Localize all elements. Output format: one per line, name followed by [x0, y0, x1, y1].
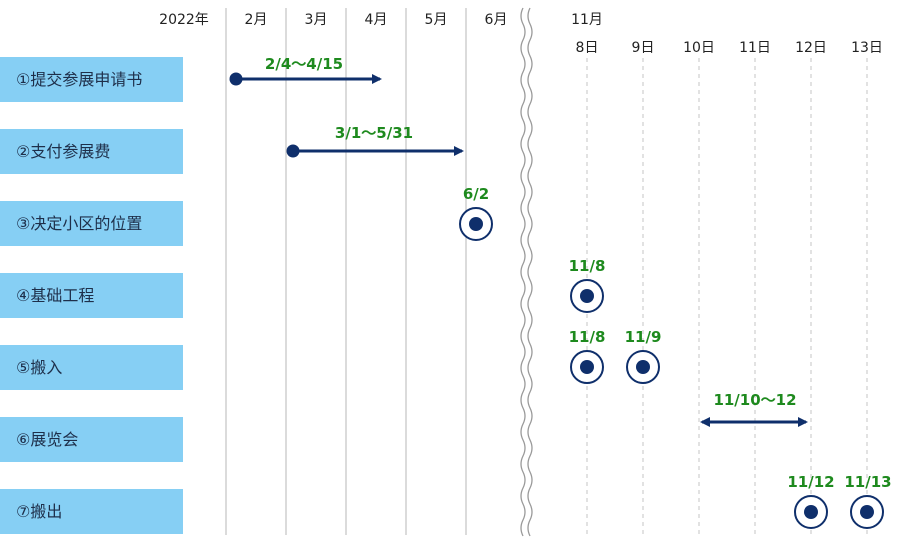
range-start-dot: [229, 72, 243, 86]
task-row-bar: [0, 417, 183, 462]
range-label: 2/4〜4/15: [265, 55, 343, 73]
task-label-move-in: ⑤搬入: [16, 358, 62, 377]
month-label: 3月: [305, 12, 328, 28]
day-grid: [586, 58, 868, 535]
task-row-bar: [0, 345, 183, 390]
month-label: 6月: [485, 12, 508, 28]
milestone-move-in: 11/8 11/9: [569, 328, 662, 384]
task-row-bar: [0, 273, 183, 318]
task-labels: ①提交参展申请书 ②支付参展费 ③决定小区的位置 ④基础工程 ⑤搬入 ⑥展览会 …: [16, 70, 142, 521]
range-start-dot: [286, 144, 300, 158]
task-label-exhibition: ⑥展览会: [16, 430, 78, 449]
milestone-label: 11/9: [625, 328, 662, 346]
november-label: 11月: [571, 12, 603, 28]
task-label-move-out: ⑦搬出: [16, 502, 62, 521]
left-header: 2022年 2月 3月 4月 5月 6月: [159, 12, 507, 28]
milestone-label: 11/8: [569, 328, 606, 346]
right-header: 11月 8日 9日 10日 11日 12日 13日: [571, 12, 883, 56]
range-label: 11/10〜12: [713, 391, 796, 409]
milestone-dot: [469, 217, 483, 231]
milestone-label: 11/8: [569, 257, 606, 275]
milestone-dot: [580, 360, 594, 374]
year-label: 2022年: [159, 12, 209, 28]
milestone-label: 6/2: [463, 185, 489, 203]
day-label: 9日: [632, 40, 655, 56]
milestone-label: 11/12: [787, 473, 834, 491]
task-row-bar: [0, 201, 183, 246]
task-row-bar: [0, 129, 183, 174]
task-label-application: ①提交参展申请书: [16, 70, 142, 89]
task-row-bar: [0, 57, 183, 102]
timeline-break: [520, 7, 533, 537]
month-label: 5月: [425, 12, 448, 28]
range-label: 3/1〜5/31: [335, 124, 413, 142]
task-rows: [0, 57, 183, 534]
milestone-dot: [804, 505, 818, 519]
milestone-dot: [860, 505, 874, 519]
milestone-foundation: 11/8: [569, 257, 606, 313]
day-label: 11日: [739, 40, 771, 56]
milestone-label: 11/13: [844, 473, 891, 491]
month-label: 2月: [245, 12, 268, 28]
range-payment: 3/1〜5/31: [286, 124, 464, 158]
day-label: 12日: [795, 40, 827, 56]
month-label: 4月: [365, 12, 388, 28]
task-label-foundation: ④基础工程: [16, 286, 94, 305]
day-label: 10日: [683, 40, 715, 56]
range-application: 2/4〜4/15: [229, 55, 382, 86]
range-exhibition: 11/10〜12: [700, 391, 808, 427]
month-grid: [225, 8, 467, 535]
task-label-payment: ②支付参展费: [16, 142, 110, 161]
milestone-booth-position: 6/2: [459, 185, 493, 241]
milestone-dot: [636, 360, 650, 374]
task-label-booth-position: ③决定小区的位置: [16, 214, 142, 233]
day-label: 13日: [851, 40, 883, 56]
task-row-bar: [0, 489, 183, 534]
milestone-move-out: 11/12 11/13: [787, 473, 892, 529]
milestone-dot: [580, 289, 594, 303]
day-label: 8日: [576, 40, 599, 56]
